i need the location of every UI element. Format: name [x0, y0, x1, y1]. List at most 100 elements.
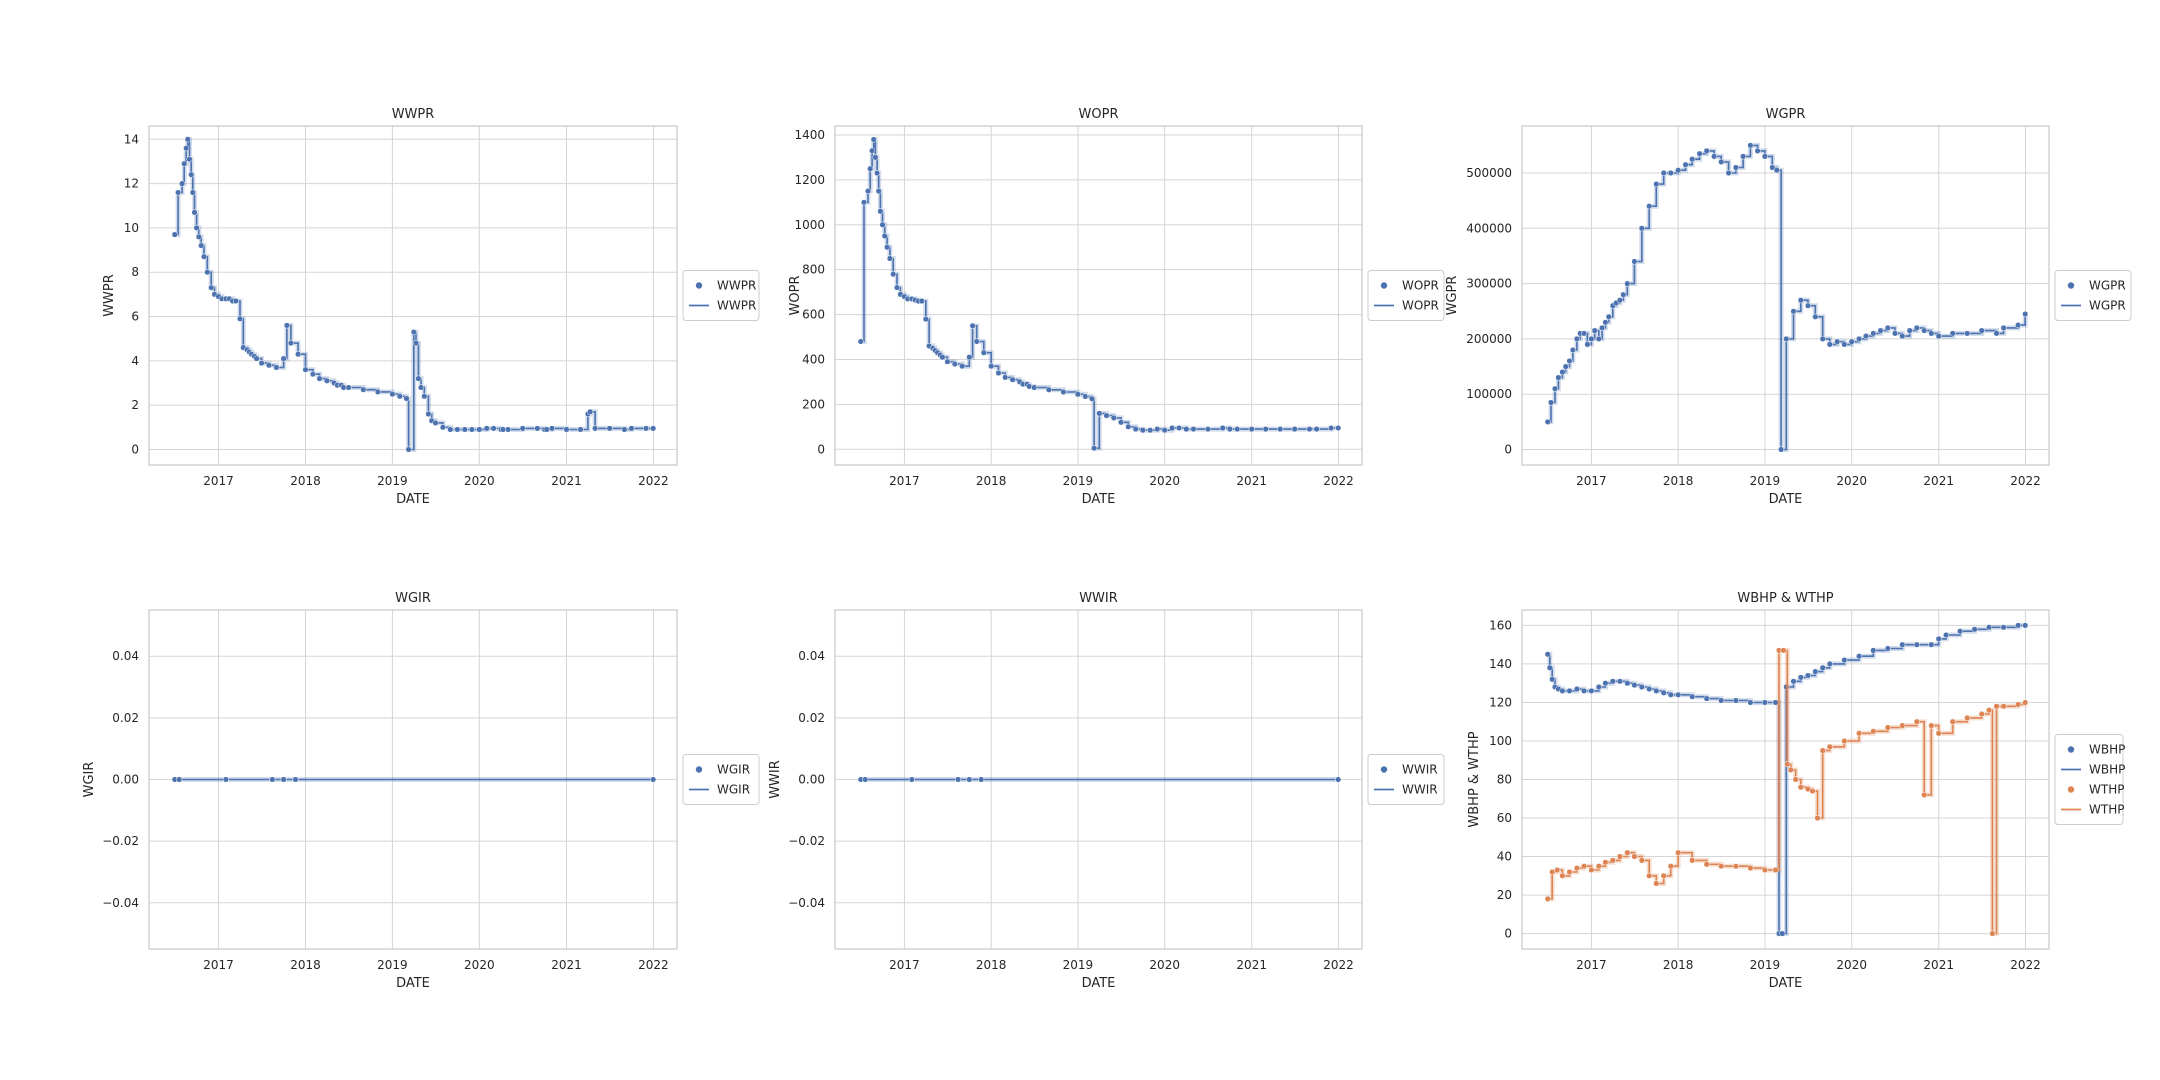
- data-point-wbhp: [1580, 687, 1588, 694]
- data-point-wopr: [995, 369, 1002, 377]
- data-point-wopr: [1154, 426, 1161, 433]
- data-point-wthp: [1675, 849, 1682, 856]
- panel-wopr: 2017 2018 2019 2020 2021 2022 0 200 400 600 800 100…: [788, 107, 1445, 507]
- panel-wbhp-wthp: 2017 2018 2019 2020 2021 2022 0 20 40 60 80 100 120 1…: [1467, 591, 2125, 991]
- data-point-wopr: [1074, 391, 1081, 398]
- data-point-wwpr: [374, 388, 381, 395]
- panel-wgpr: 2017 2018 2019 2020 2021 2022 0 100000 200000 300…: [1445, 107, 2132, 507]
- data-point-wthp: [1566, 868, 1573, 876]
- legend-entry-label: WWPR: [717, 279, 756, 293]
- y-tick-label: 200000: [1466, 332, 1512, 346]
- data-point-wopr: [1110, 414, 1117, 421]
- y-tick-label: 0.04: [798, 649, 825, 663]
- data-point-wopr: [1096, 410, 1103, 417]
- data-point-wbhp: [1559, 687, 1566, 694]
- legend-entry-label: WBHP: [2089, 763, 2125, 777]
- x-tick-label: 2019: [1063, 958, 1094, 972]
- x-tick-label: 2018: [976, 958, 1007, 972]
- data-point-wopr: [1117, 419, 1125, 426]
- data-point-wopr: [1147, 427, 1154, 434]
- data-point-wbhp: [1790, 678, 1797, 685]
- y-axis-label: WWIR: [768, 760, 783, 799]
- data-point-wopr: [877, 208, 884, 215]
- data-point-wopr: [969, 322, 976, 329]
- legend-box: [682, 270, 760, 321]
- data-point-wthp: [1986, 707, 1993, 714]
- data-point-wgpr: [1790, 308, 1797, 315]
- legend-entry-label: WGPR: [2089, 279, 2126, 293]
- data-point-wwpr: [476, 426, 483, 433]
- data-point-wthp: [1638, 857, 1645, 864]
- data-point-wwpr: [447, 426, 454, 433]
- data-point-wthp: [1624, 849, 1631, 856]
- legend-entry-label: WGPR: [2089, 299, 2126, 313]
- data-point-wthp: [1841, 737, 1848, 745]
- data-point-wopr: [1175, 424, 1183, 432]
- data-point-wopr: [973, 338, 980, 345]
- y-tick-label: 10: [124, 221, 139, 235]
- data-point-wbhp: [1566, 687, 1573, 694]
- y-tick-label: 0.02: [112, 711, 139, 725]
- data-point-wgpr: [1732, 164, 1739, 171]
- data-point-wbhp: [1602, 680, 1609, 687]
- y-tick-label: 400000: [1466, 221, 1512, 235]
- x-tick-label: 2019: [1750, 474, 1781, 488]
- data-point-wbhp: [1638, 683, 1645, 691]
- data-point-wthp: [1814, 814, 1821, 822]
- legend-box: [1367, 754, 1445, 805]
- data-point-wwpr: [191, 209, 198, 216]
- data-point-wthp: [2000, 703, 2007, 710]
- legend-marker-icon: [2067, 746, 2075, 753]
- y-tick-label: 1000: [794, 218, 825, 232]
- data-point-wwpr: [204, 269, 211, 276]
- data-point-wopr: [944, 358, 951, 365]
- data-point-wwpr: [417, 384, 425, 391]
- data-point-wthp: [1921, 791, 1928, 798]
- data-point-wopr: [1183, 426, 1190, 433]
- data-point-wopr: [1125, 423, 1132, 430]
- data-point-wgpr: [1566, 357, 1573, 365]
- y-axis-label: WGIR: [82, 762, 97, 798]
- data-point-wwpr: [412, 340, 420, 347]
- x-axis-label: DATE: [1082, 492, 1116, 507]
- data-point-wbhp: [1588, 687, 1595, 694]
- x-tick-label: 2022: [638, 474, 669, 488]
- data-point-wgir: [176, 776, 183, 783]
- data-point-wbhp: [2022, 622, 2029, 629]
- data-point-wopr: [1219, 424, 1226, 432]
- legend-entry-label: WTHP: [2089, 783, 2124, 797]
- data-point-wwpr: [461, 426, 468, 433]
- data-point-wwpr: [519, 425, 526, 432]
- data-point-wgpr: [1588, 335, 1595, 342]
- data-point-wthp: [1884, 724, 1891, 731]
- data-point-wopr: [1313, 426, 1320, 433]
- data-point-wgpr: [1725, 169, 1732, 177]
- data-point-wopr: [893, 284, 901, 291]
- data-point-wthp: [1826, 743, 1833, 750]
- data-point-wwpr: [179, 180, 186, 187]
- data-point-wgpr: [1555, 374, 1562, 381]
- data-point-wwpr: [483, 425, 490, 432]
- data-point-wgpr: [1660, 169, 1667, 177]
- legend: WWIR WWIR: [1367, 754, 1445, 805]
- data-point-wgpr: [1675, 167, 1682, 174]
- y-axis-label: WWPR: [102, 274, 117, 317]
- data-point-wgpr: [1906, 327, 1913, 334]
- data-point-wwpr: [468, 426, 475, 433]
- data-point-wthp: [1689, 857, 1696, 864]
- data-point-wbhp: [1718, 697, 1725, 704]
- y-tick-label: 600: [802, 308, 825, 322]
- data-point-wwpr: [198, 242, 205, 249]
- data-point-wgpr: [1769, 164, 1776, 171]
- data-point-wgpr: [1773, 167, 1780, 174]
- y-axis-label: WBHP & WTHP: [1467, 731, 1482, 827]
- data-point-wgpr: [1595, 335, 1602, 342]
- x-axis-label: DATE: [1769, 976, 1803, 991]
- data-point-wthp: [1609, 857, 1616, 864]
- data-point-wgpr: [1862, 333, 1870, 340]
- data-point-wgpr: [1696, 150, 1703, 157]
- x-tick-label: 2021: [1236, 958, 1267, 972]
- data-point-wgpr: [1624, 280, 1631, 287]
- y-tick-label: −0.04: [102, 896, 139, 910]
- data-point-wbhp: [1856, 653, 1863, 660]
